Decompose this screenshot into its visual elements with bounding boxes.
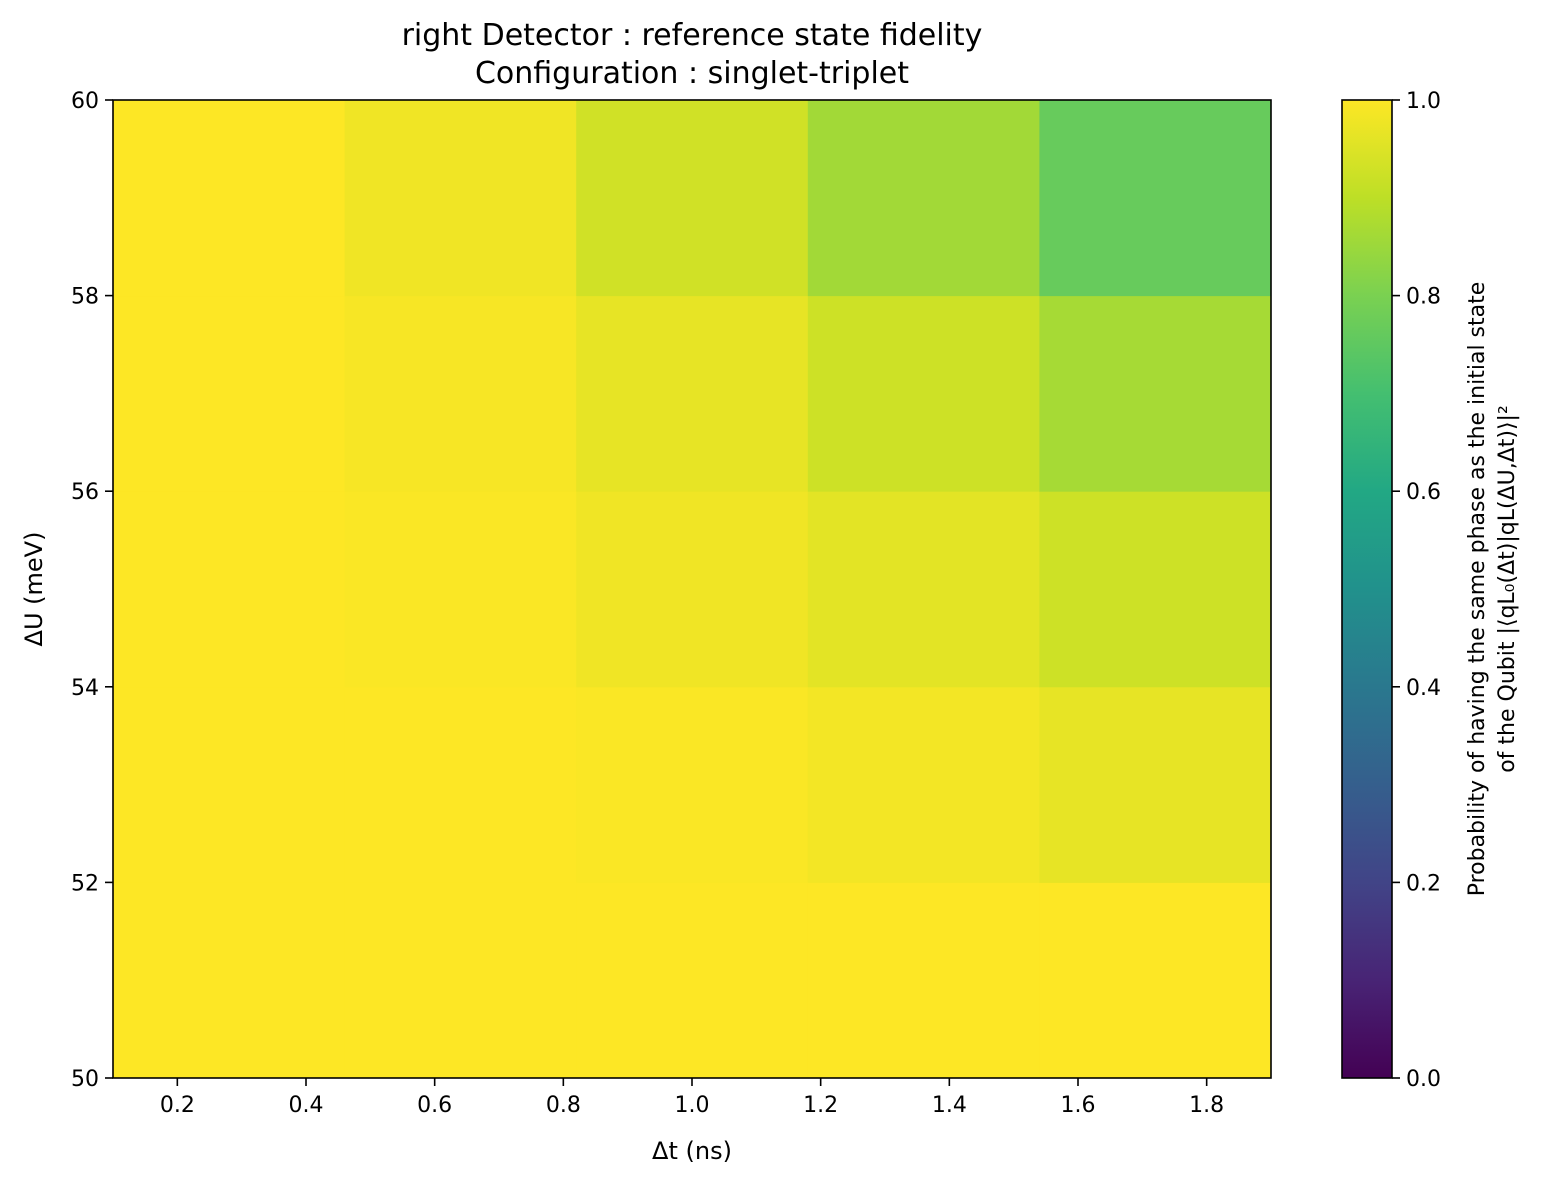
heatmap-cell	[1039, 491, 1272, 688]
y-tick-label: 58	[71, 285, 99, 310]
heatmap-cell	[344, 491, 577, 688]
x-axis-label: Δt (ns)	[652, 1137, 732, 1165]
heatmap-cell	[1039, 882, 1272, 1079]
x-tick-label: 1.6	[1061, 1093, 1096, 1118]
y-tick-label: 50	[71, 1067, 99, 1092]
chart-subtitle: Configuration : singlet-triplet	[475, 56, 909, 91]
heatmap-cell	[344, 686, 577, 883]
heatmap-cell	[113, 491, 346, 688]
colorbar-tick-label: 1.0	[1406, 89, 1441, 114]
x-tick-label: 1.4	[932, 1093, 967, 1118]
colorbar-label-line2: of the Qubit |⟨qL₀(Δt)|qL(ΔU,Δt)⟩|²	[1495, 405, 1520, 773]
heatmap-cell	[344, 295, 577, 492]
heatmap-cell	[576, 686, 809, 883]
y-axis: 50 52 54 56 58 60	[71, 89, 113, 1092]
heatmap-cells	[113, 100, 1272, 1079]
heatmap-cell	[113, 882, 346, 1079]
colorbar-label-line1: Probability of having the same phase as …	[1465, 282, 1490, 897]
y-tick-label: 54	[71, 676, 99, 701]
heatmap-cell	[344, 100, 577, 297]
colorbar-tick-label: 0.2	[1406, 871, 1441, 896]
x-tick-label: 0.8	[546, 1093, 581, 1118]
y-tick-label: 60	[71, 89, 99, 114]
colorbar-axis: 0.0 0.2 0.4 0.6 0.8 1.0	[1392, 89, 1441, 1092]
colorbar-tick-label: 0.4	[1406, 676, 1441, 701]
chart-title: right Detector : reference state fidelit…	[402, 18, 983, 53]
heatmap-cell	[1039, 686, 1272, 883]
heatmap-cell	[807, 882, 1040, 1079]
heatmap-cell	[576, 100, 809, 297]
colorbar	[1341, 99, 1393, 1079]
heatmap-cell	[1039, 295, 1272, 492]
y-tick-label: 56	[71, 480, 99, 505]
x-tick-label: 0.2	[160, 1093, 195, 1118]
heatmap-cell	[807, 491, 1040, 688]
heatmap-cell	[113, 295, 346, 492]
heatmap-cell	[344, 882, 577, 1079]
heatmap-cell	[113, 100, 346, 297]
x-tick-label: 0.4	[289, 1093, 324, 1118]
heatmap-cell	[576, 295, 809, 492]
x-axis: 0.2 0.4 0.6 0.8 1.0 1.2 1.4 1.6 1.8	[160, 1078, 1224, 1118]
x-tick-label: 1.8	[1189, 1093, 1224, 1118]
x-tick-label: 1.2	[803, 1093, 838, 1118]
colorbar-tick-label: 0.8	[1406, 285, 1441, 310]
heatmap-cell	[576, 882, 809, 1079]
x-tick-label: 0.6	[417, 1093, 452, 1118]
y-tick-label: 52	[71, 871, 99, 896]
colorbar-tick-label: 0.6	[1406, 480, 1441, 505]
heatmap-cell	[576, 491, 809, 688]
heatmap-cell	[807, 100, 1040, 297]
y-axis-label: ΔU (meV)	[20, 532, 48, 647]
heatmap-cell	[807, 686, 1040, 883]
heatmap-cell	[113, 686, 346, 883]
heatmap-cell	[807, 295, 1040, 492]
heatmap-cell	[1039, 100, 1272, 297]
colorbar-tick-label: 0.0	[1406, 1067, 1441, 1092]
x-tick-label: 1.0	[675, 1093, 710, 1118]
